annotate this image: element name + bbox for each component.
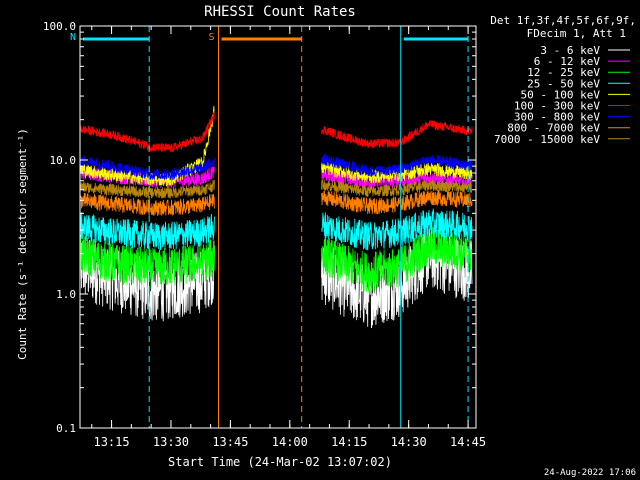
series-line-1-segment-1 xyxy=(321,167,473,190)
chart-title: RHESSI Count Rates xyxy=(204,4,356,20)
legend-label-6: 300 - 800 keV xyxy=(514,111,600,124)
y-tick-label-2: 10.0 xyxy=(50,154,77,167)
series-line-6-segment-1 xyxy=(321,153,473,177)
y-tick-label-3: 100.0 xyxy=(43,20,76,33)
x-tick-label-2: 13:45 xyxy=(212,435,248,449)
series-line-8-segment-0 xyxy=(79,179,215,199)
series-line-8-segment-1 xyxy=(321,179,473,198)
x-tick-label-1: 13:30 xyxy=(153,435,189,449)
state-bar-label-2: S xyxy=(209,32,215,43)
x-axis-label: Start Time (24-Mar-02 13:07:02) xyxy=(168,455,392,469)
x-tick-label-5: 14:30 xyxy=(391,435,427,449)
legend-label-7: 800 - 7000 keV xyxy=(507,122,600,135)
plot-frame xyxy=(79,25,477,429)
legend-label-4: 50 - 100 keV xyxy=(521,88,601,101)
series-line-7-segment-1 xyxy=(321,189,473,215)
series-line-3-segment-0 xyxy=(79,212,215,251)
legend-label-1: 6 - 12 keV xyxy=(534,55,601,68)
legend-label-5: 100 - 300 keV xyxy=(514,100,600,113)
legend-label-0: 3 - 6 keV xyxy=(540,44,600,57)
legend-label-8: 7000 - 15000 keV xyxy=(494,133,600,146)
legend-label-3: 25 - 50 keV xyxy=(527,77,600,90)
legend-label-2: 12 - 25 keV xyxy=(527,66,600,79)
series-line-5-segment-0 xyxy=(79,111,215,153)
state-bar-label-0: N xyxy=(70,32,76,43)
series-line-7-segment-0 xyxy=(79,192,215,217)
y-axis-label: Count Rate (s⁻¹ detector segment⁻¹) xyxy=(16,128,29,360)
x-tick-label-4: 14:15 xyxy=(331,435,367,449)
y-tick-label-1: 1.0 xyxy=(56,288,76,301)
series-line-4-segment-0 xyxy=(79,105,215,188)
series-line-6-segment-0 xyxy=(79,154,215,181)
legend-header-decimation: FDecim 1, Att 1 xyxy=(527,27,626,40)
x-tick-label-0: 13:15 xyxy=(93,435,129,449)
x-tick-label-6: 14:45 xyxy=(450,435,486,449)
footer-timestamp: 24-Aug-2022 17:06 xyxy=(544,468,636,478)
legend-header-detectors: Det 1f,3f,4f,5f,6f,9f, xyxy=(490,14,636,27)
series-line-5-segment-1 xyxy=(321,119,473,149)
y-tick-label-0: 0.1 xyxy=(56,422,76,435)
x-tick-label-3: 14:00 xyxy=(272,435,308,449)
series-line-3-segment-1 xyxy=(321,208,473,252)
series-line-2-segment-0 xyxy=(79,234,215,289)
